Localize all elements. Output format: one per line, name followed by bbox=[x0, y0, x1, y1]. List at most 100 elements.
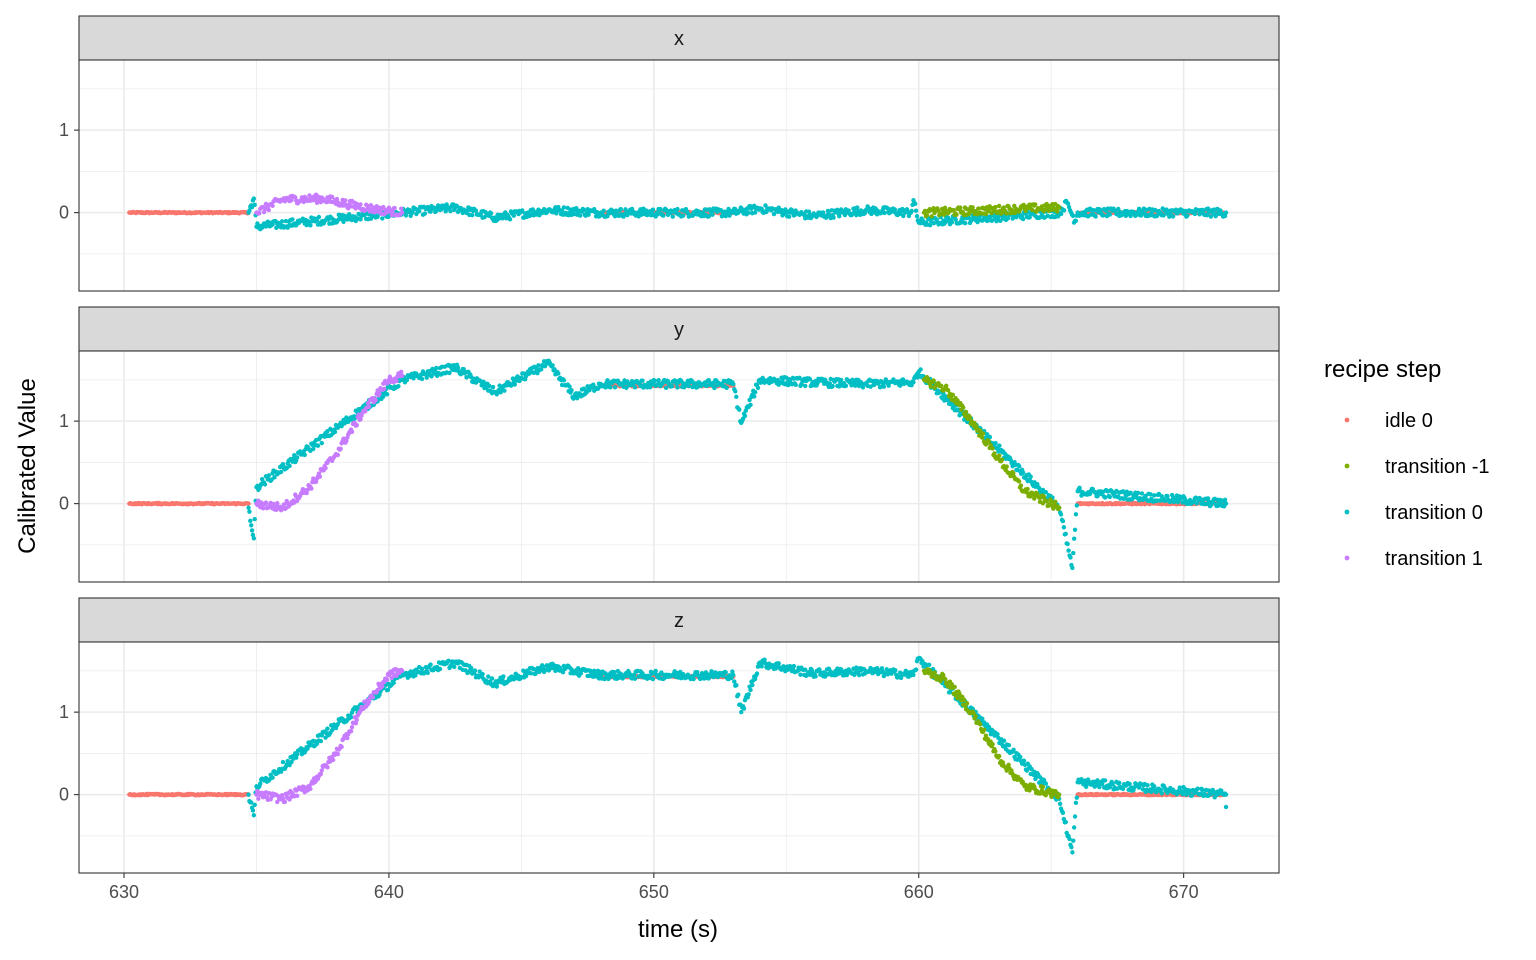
data-point bbox=[737, 407, 742, 412]
data-point bbox=[252, 802, 257, 808]
data-point bbox=[1222, 497, 1228, 502]
data-point bbox=[1043, 781, 1049, 786]
data-point bbox=[247, 208, 252, 213]
data-point bbox=[820, 210, 826, 215]
data-point bbox=[554, 211, 559, 216]
data-point bbox=[1020, 216, 1026, 222]
data-point bbox=[727, 213, 732, 218]
data-point bbox=[1197, 212, 1202, 217]
data-point bbox=[332, 429, 338, 435]
data-point bbox=[246, 792, 251, 797]
data-point bbox=[489, 676, 495, 681]
data-point bbox=[958, 205, 963, 210]
data-point bbox=[629, 206, 635, 212]
data-point bbox=[309, 486, 314, 491]
plot-background bbox=[79, 60, 1279, 291]
data-point bbox=[446, 658, 451, 664]
data-point bbox=[1028, 474, 1033, 479]
data-point bbox=[1135, 490, 1141, 496]
data-point bbox=[943, 383, 949, 389]
data-point bbox=[752, 210, 758, 215]
data-point bbox=[315, 443, 321, 448]
data-point bbox=[263, 201, 269, 207]
data-point bbox=[348, 714, 354, 720]
y-tick-label: 1 bbox=[59, 411, 69, 431]
data-point bbox=[1073, 512, 1079, 517]
data-point bbox=[569, 388, 574, 393]
data-point bbox=[1030, 207, 1035, 213]
data-point bbox=[382, 386, 387, 392]
data-point bbox=[290, 217, 295, 222]
data-point bbox=[318, 738, 324, 744]
data-point bbox=[601, 208, 606, 213]
data-point bbox=[278, 469, 284, 475]
data-point bbox=[287, 463, 292, 469]
data-point bbox=[349, 429, 355, 434]
data-point bbox=[1011, 471, 1016, 476]
data-point bbox=[892, 207, 898, 212]
data-point bbox=[1223, 501, 1229, 506]
data-point bbox=[1017, 464, 1022, 469]
data-point bbox=[1071, 825, 1077, 830]
data-point bbox=[928, 384, 933, 389]
data-point bbox=[1019, 213, 1025, 218]
data-point bbox=[384, 392, 390, 397]
data-point bbox=[732, 206, 738, 212]
data-point bbox=[1102, 495, 1108, 500]
data-point bbox=[926, 662, 932, 668]
data-point bbox=[501, 674, 506, 679]
data-point bbox=[577, 213, 583, 218]
data-point bbox=[319, 440, 324, 446]
data-point bbox=[252, 516, 257, 522]
data-point bbox=[574, 206, 579, 211]
data-point bbox=[706, 214, 711, 219]
data-point bbox=[399, 369, 404, 375]
data-point bbox=[927, 223, 933, 228]
data-point bbox=[953, 217, 958, 222]
data-point bbox=[980, 716, 985, 721]
data-point bbox=[752, 389, 758, 395]
data-point bbox=[652, 378, 657, 384]
data-point bbox=[1056, 205, 1062, 210]
data-point bbox=[425, 670, 430, 676]
data-point bbox=[520, 208, 525, 213]
data-point bbox=[507, 217, 513, 222]
data-point bbox=[813, 674, 818, 679]
data-point bbox=[746, 210, 751, 215]
data-point bbox=[1060, 810, 1066, 816]
data-point bbox=[931, 221, 937, 226]
data-point bbox=[1065, 201, 1071, 206]
facet-strip-label: x bbox=[674, 28, 684, 50]
series-transition--1 bbox=[921, 201, 1062, 219]
data-point bbox=[375, 214, 380, 219]
data-point bbox=[913, 667, 919, 672]
data-point bbox=[422, 211, 428, 216]
data-point bbox=[686, 383, 692, 389]
data-point bbox=[1152, 784, 1157, 789]
data-point bbox=[528, 671, 534, 676]
data-point bbox=[390, 209, 395, 215]
data-point bbox=[697, 209, 702, 215]
data-point bbox=[279, 219, 285, 224]
data-point bbox=[966, 211, 972, 216]
data-point bbox=[341, 219, 346, 224]
data-point bbox=[1063, 819, 1068, 825]
data-point bbox=[270, 203, 275, 209]
data-point bbox=[391, 680, 396, 685]
data-point bbox=[280, 462, 286, 467]
data-point bbox=[358, 202, 363, 207]
data-point bbox=[755, 385, 761, 391]
data-point bbox=[389, 213, 394, 218]
data-point bbox=[1021, 758, 1027, 764]
data-point bbox=[661, 213, 666, 218]
data-points bbox=[127, 358, 1229, 571]
data-point bbox=[734, 394, 739, 400]
data-point bbox=[1148, 492, 1153, 497]
y-tick-label: 1 bbox=[59, 120, 69, 140]
data-point bbox=[723, 670, 728, 675]
data-point bbox=[675, 385, 680, 390]
data-point bbox=[556, 371, 561, 376]
data-point bbox=[246, 505, 251, 510]
data-point bbox=[1127, 781, 1132, 787]
data-point bbox=[992, 451, 997, 456]
